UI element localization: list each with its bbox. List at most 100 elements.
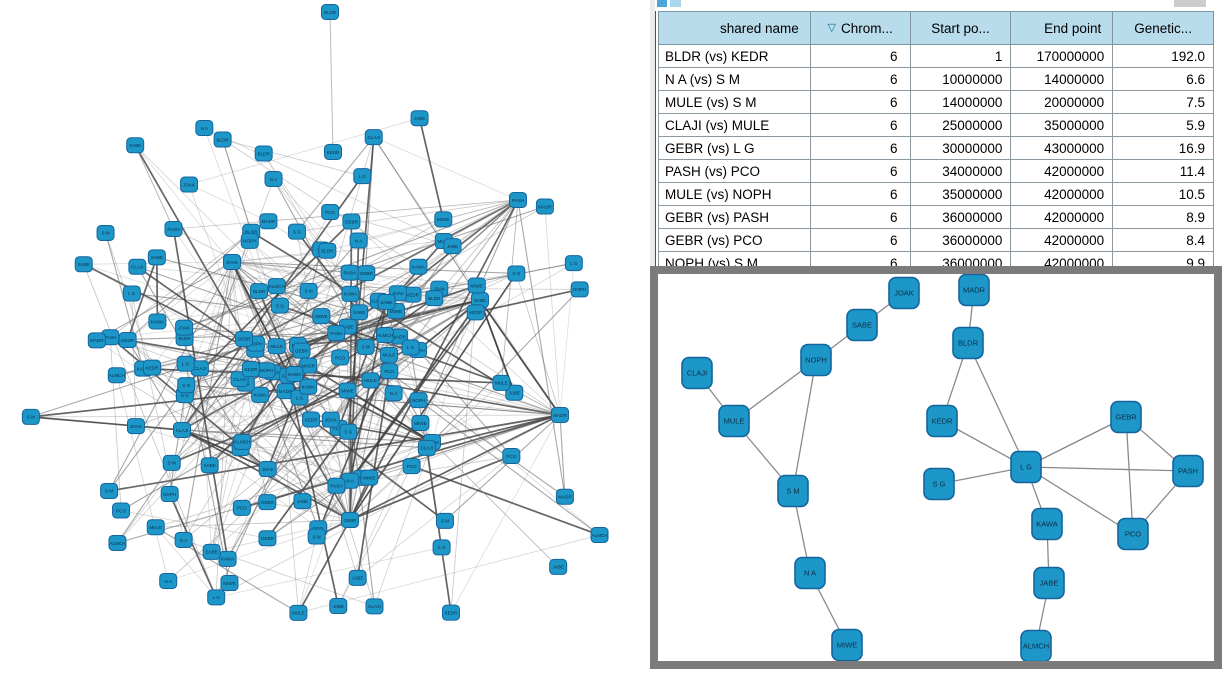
table-cell[interactable]: 10.5 xyxy=(1113,183,1214,206)
table-cell[interactable]: 6 xyxy=(810,229,910,252)
table-cell[interactable]: 42000000 xyxy=(1011,206,1113,229)
graph-node[interactable]: MULE xyxy=(362,373,379,388)
graph-node[interactable]: PCO xyxy=(233,500,250,515)
graph-node-n-a[interactable]: N A xyxy=(795,558,825,589)
graph-edge[interactable] xyxy=(189,118,420,184)
graph-node[interactable]: BLDR xyxy=(319,243,336,258)
graph-node[interactable]: S G xyxy=(271,298,288,313)
graph-node[interactable]: S M xyxy=(97,225,114,240)
graph-node[interactable]: SABE xyxy=(148,250,165,265)
table-cell[interactable]: 42000000 xyxy=(1011,229,1113,252)
graph-node[interactable]: KAWA xyxy=(410,259,427,274)
graph-node[interactable]: GEBR xyxy=(259,495,276,510)
graph-edge[interactable] xyxy=(135,145,173,229)
graph-node[interactable]: ALMCH xyxy=(234,434,251,449)
graph-node[interactable]: N A xyxy=(196,120,213,135)
graph-node[interactable]: GEBR xyxy=(358,266,375,281)
table-cell[interactable]: 36000000 xyxy=(910,229,1011,252)
graph-node[interactable]: ALMCH xyxy=(377,328,394,343)
graph-node[interactable]: NOPH xyxy=(258,363,275,378)
table-cell[interactable]: 20000000 xyxy=(1011,91,1113,114)
graph-node-mule[interactable]: MULE xyxy=(719,406,749,437)
table-cell[interactable]: 34000000 xyxy=(910,160,1011,183)
table-cell[interactable]: GEBR (vs) L G xyxy=(659,137,811,160)
table-cell[interactable]: 14000000 xyxy=(1011,68,1113,91)
graph-node[interactable]: PASH xyxy=(165,221,182,236)
graph-node[interactable]: CLAJI xyxy=(129,259,146,274)
graph-node[interactable]: KEDR xyxy=(119,333,136,348)
graph-node[interactable]: PASH xyxy=(328,478,345,493)
graph-node[interactable]: S G xyxy=(340,424,357,439)
toolbar-button-fragment[interactable] xyxy=(657,0,667,7)
table-cell[interactable]: 11.4 xyxy=(1113,160,1214,183)
graph-edge[interactable] xyxy=(518,200,565,497)
graph-edge[interactable] xyxy=(189,185,268,222)
graph-node[interactable]: NOPH xyxy=(410,393,427,408)
graph-node[interactable]: NOPH xyxy=(241,233,258,248)
graph-node[interactable]: SABE xyxy=(75,257,92,272)
graph-node[interactable]: S M xyxy=(300,283,317,298)
graph-node[interactable]: S G xyxy=(433,540,450,555)
column-header-genetic-[interactable]: Genetic... xyxy=(1113,12,1214,45)
graph-node-bldr[interactable]: BLDR xyxy=(953,328,983,359)
table-cell[interactable]: 8.9 xyxy=(1113,206,1214,229)
graph-node[interactable]: JOAK xyxy=(176,320,193,335)
graph-node[interactable]: JOAK xyxy=(181,177,198,192)
graph-node[interactable]: KEDR xyxy=(325,145,342,160)
graph-edge[interactable] xyxy=(793,360,816,491)
graph-node[interactable]: CLAJI xyxy=(418,440,435,455)
graph-node[interactable]: JABE xyxy=(330,599,347,614)
graph-node[interactable]: KAWA xyxy=(219,551,236,566)
graph-node[interactable]: JOAK xyxy=(259,462,276,477)
graph-edge[interactable] xyxy=(427,415,560,448)
table-cell[interactable]: 6 xyxy=(810,183,910,206)
main-network-view[interactable]: BLDR KEDR MULE NOPH SABE JOAK MADR CLAJI GEBR PAS… xyxy=(0,0,650,669)
graph-node[interactable]: PCO xyxy=(332,350,349,365)
graph-node[interactable]: KEDR xyxy=(467,305,484,320)
graph-node[interactable]: BLDR xyxy=(251,284,268,299)
table-cell[interactable]: GEBR (vs) PCO xyxy=(659,229,811,252)
graph-node-s-g[interactable]: S G xyxy=(924,469,954,500)
table-cell[interactable]: 7.5 xyxy=(1113,91,1214,114)
table-cell[interactable]: MULE (vs) NOPH xyxy=(659,183,811,206)
graph-node[interactable]: L G xyxy=(402,340,419,355)
graph-node[interactable]: L G xyxy=(123,286,140,301)
graph-node[interactable]: SABE xyxy=(203,544,220,559)
graph-node[interactable]: KEDR xyxy=(242,362,259,377)
graph-node-joak[interactable]: JOAK xyxy=(889,278,919,309)
graph-node-pash[interactable]: PASH xyxy=(1173,456,1203,487)
table-cell[interactable]: 6 xyxy=(810,160,910,183)
graph-edge[interactable] xyxy=(968,343,1026,467)
graph-edge[interactable] xyxy=(31,415,560,417)
graph-node[interactable]: JOAK xyxy=(127,419,144,434)
graph-node[interactable]: MULE xyxy=(290,605,307,620)
graph-node-pco[interactable]: PCO xyxy=(1118,519,1148,550)
scrollbar-fragment[interactable] xyxy=(1174,0,1206,7)
graph-node-s-m[interactable]: S M xyxy=(778,476,808,507)
table-cell[interactable]: 42000000 xyxy=(1011,183,1113,206)
graph-node[interactable]: MIWE xyxy=(435,212,452,227)
graph-node[interactable]: CLAJI xyxy=(174,423,191,438)
table-cell[interactable]: 16.9 xyxy=(1113,137,1214,160)
graph-node[interactable]: MULE xyxy=(268,339,285,354)
graph-node[interactable]: SABE xyxy=(127,138,144,153)
graph-node[interactable]: KEDR xyxy=(303,412,320,427)
graph-node[interactable]: ALMCH xyxy=(108,368,125,383)
table-cell[interactable]: MULE (vs) S M xyxy=(659,91,811,114)
table-cell[interactable]: GEBR (vs) PASH xyxy=(659,206,811,229)
graph-edge[interactable] xyxy=(1126,417,1133,534)
graph-node[interactable]: MADR xyxy=(556,489,573,504)
table-cell[interactable]: 25000000 xyxy=(910,114,1011,137)
graph-node[interactable]: SABE xyxy=(378,294,395,309)
graph-node[interactable]: S G xyxy=(508,266,525,281)
graph-node[interactable]: PASH xyxy=(328,326,345,341)
graph-edge[interactable] xyxy=(439,289,579,290)
graph-node[interactable]: NOPH xyxy=(571,282,588,297)
graph-node[interactable]: JABE xyxy=(294,494,311,509)
graph-node[interactable]: MULE xyxy=(147,520,164,535)
graph-node[interactable]: L G xyxy=(177,356,194,371)
graph-node[interactable]: S M xyxy=(22,409,39,424)
